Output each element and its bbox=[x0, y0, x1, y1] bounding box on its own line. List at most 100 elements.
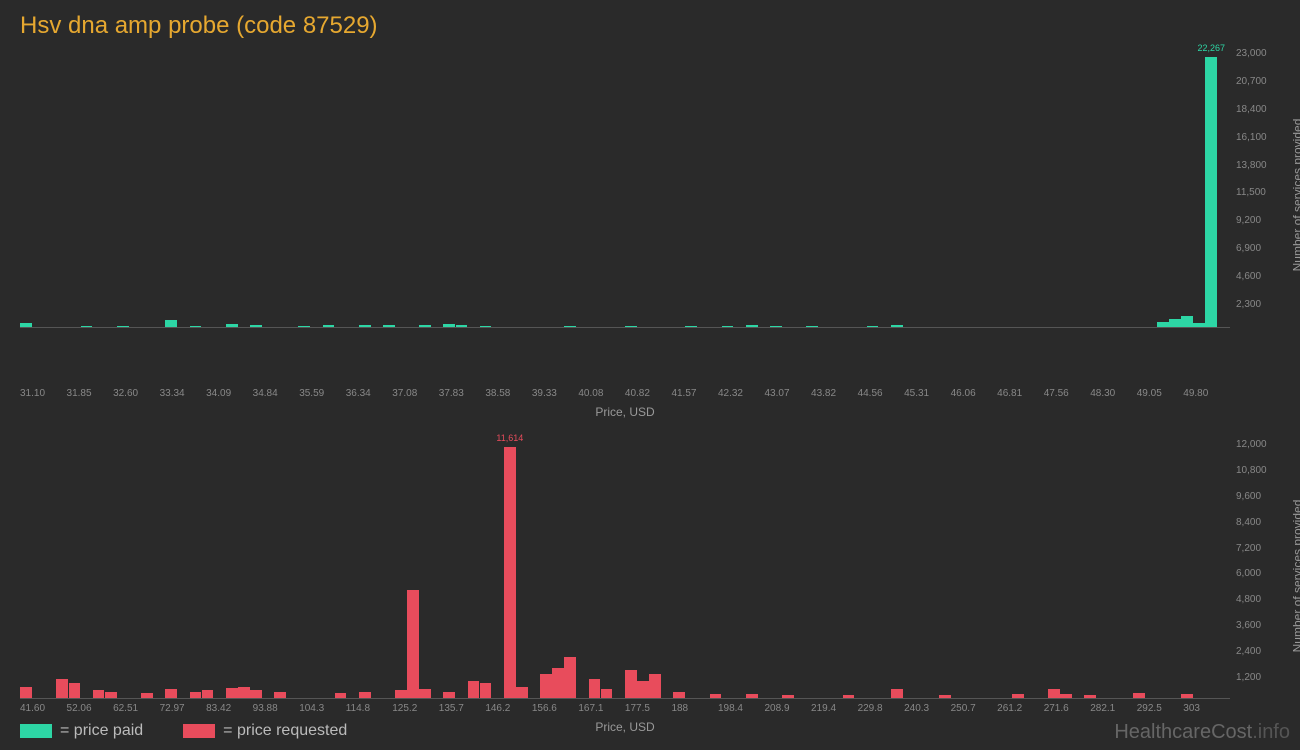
x-tick: 40.82 bbox=[625, 388, 672, 399]
bar bbox=[383, 325, 395, 327]
bar bbox=[443, 692, 455, 698]
y-tick: 20,700 bbox=[1236, 76, 1278, 87]
x-tick: 83.42 bbox=[206, 703, 253, 714]
bar bbox=[250, 690, 262, 698]
bar bbox=[685, 326, 697, 327]
x-tick: 303 bbox=[1183, 703, 1230, 714]
bar bbox=[891, 325, 903, 327]
bar bbox=[843, 695, 855, 698]
y-tick: 8,400 bbox=[1236, 517, 1278, 528]
bar bbox=[1133, 693, 1145, 698]
bar bbox=[226, 688, 238, 698]
x-tick: 46.81 bbox=[997, 388, 1044, 399]
y-tick: 6,900 bbox=[1236, 243, 1278, 254]
bar bbox=[190, 692, 202, 698]
bar bbox=[480, 683, 492, 698]
bar bbox=[443, 324, 455, 327]
y-tick: 4,800 bbox=[1236, 594, 1278, 605]
bar bbox=[202, 690, 214, 698]
x-tick: 37.08 bbox=[392, 388, 439, 399]
bar bbox=[564, 326, 576, 327]
bar bbox=[20, 687, 32, 698]
bar bbox=[939, 695, 951, 698]
bar bbox=[806, 326, 818, 327]
y-tick: 10,800 bbox=[1236, 465, 1278, 476]
bar bbox=[770, 326, 782, 327]
bar bbox=[226, 324, 238, 327]
y-tick: 11,500 bbox=[1236, 187, 1278, 198]
y-tick: 18,400 bbox=[1236, 104, 1278, 115]
legend-label: = price paid bbox=[60, 722, 143, 740]
bar bbox=[20, 323, 32, 327]
x-tick: 125.2 bbox=[392, 703, 439, 714]
x-tick: 93.88 bbox=[253, 703, 300, 714]
x-tick: 38.58 bbox=[485, 388, 532, 399]
y-tick: 9,600 bbox=[1236, 491, 1278, 502]
x-tick: 37.83 bbox=[439, 388, 486, 399]
bar bbox=[407, 590, 419, 698]
bar bbox=[69, 683, 81, 698]
bar bbox=[456, 325, 468, 327]
x-tick: 49.05 bbox=[1137, 388, 1184, 399]
bar bbox=[190, 326, 202, 327]
bar bbox=[746, 694, 758, 698]
bar bbox=[637, 681, 649, 698]
x-tick: 135.7 bbox=[439, 703, 486, 714]
bar bbox=[1012, 694, 1024, 698]
x-tick: 41.60 bbox=[20, 703, 67, 714]
bar bbox=[359, 325, 371, 327]
y-tick: 6,000 bbox=[1236, 568, 1278, 579]
x-tick: 261.2 bbox=[997, 703, 1044, 714]
x-tick: 34.84 bbox=[253, 388, 300, 399]
bar bbox=[395, 690, 407, 698]
x-tick: 45.31 bbox=[904, 388, 951, 399]
x-tick: 167.1 bbox=[578, 703, 625, 714]
x-tick: 46.06 bbox=[951, 388, 998, 399]
bar bbox=[601, 689, 613, 698]
x-tick: 177.5 bbox=[625, 703, 672, 714]
bar bbox=[782, 695, 794, 698]
bar: 11,614 bbox=[504, 447, 516, 698]
chart-paid: 22,267 2,3004,6006,9009,20011,50013,8001… bbox=[20, 48, 1230, 419]
x-tick: 41.57 bbox=[671, 388, 718, 399]
y-tick: 23,000 bbox=[1236, 48, 1278, 59]
y-tick: 3,600 bbox=[1236, 620, 1278, 631]
x-tick: 35.59 bbox=[299, 388, 346, 399]
watermark: HealthcareCost.info bbox=[1114, 721, 1290, 744]
bar bbox=[56, 679, 68, 698]
chart-requested: 11,614 1,2002,4003,6004,8006,0007,2008,4… bbox=[20, 439, 1230, 734]
legend: = price paid = price requested bbox=[20, 722, 347, 740]
bar bbox=[564, 657, 576, 698]
bar bbox=[1169, 319, 1181, 327]
bar-peak-label: 11,614 bbox=[496, 433, 523, 443]
x-tick: 44.56 bbox=[858, 388, 905, 399]
bar bbox=[1181, 694, 1193, 698]
x-tick: 48.30 bbox=[1090, 388, 1137, 399]
bar bbox=[419, 689, 431, 698]
bar bbox=[552, 668, 564, 698]
bar bbox=[710, 694, 722, 698]
x-tick: 250.7 bbox=[951, 703, 998, 714]
bar bbox=[589, 679, 601, 698]
x-tick: 43.82 bbox=[811, 388, 858, 399]
x-axis-label: Price, USD bbox=[20, 405, 1230, 419]
bar-peak-label: 22,267 bbox=[1197, 43, 1225, 53]
bar bbox=[165, 689, 177, 698]
x-tick: 240.3 bbox=[904, 703, 951, 714]
y-tick: 1,200 bbox=[1236, 672, 1278, 683]
bar: 22,267 bbox=[1205, 57, 1217, 327]
bar bbox=[1193, 323, 1205, 327]
bar bbox=[105, 692, 117, 698]
bar bbox=[1060, 694, 1072, 698]
x-tick: 47.56 bbox=[1044, 388, 1091, 399]
x-tick: 31.85 bbox=[67, 388, 114, 399]
legend-label: = price requested bbox=[223, 722, 347, 740]
bar bbox=[867, 326, 879, 327]
x-tick: 146.2 bbox=[485, 703, 532, 714]
bar bbox=[141, 693, 153, 698]
bar bbox=[468, 681, 480, 698]
x-tick: 34.09 bbox=[206, 388, 253, 399]
x-tick: 188 bbox=[671, 703, 718, 714]
bar bbox=[649, 674, 661, 698]
x-tick: 208.9 bbox=[765, 703, 812, 714]
